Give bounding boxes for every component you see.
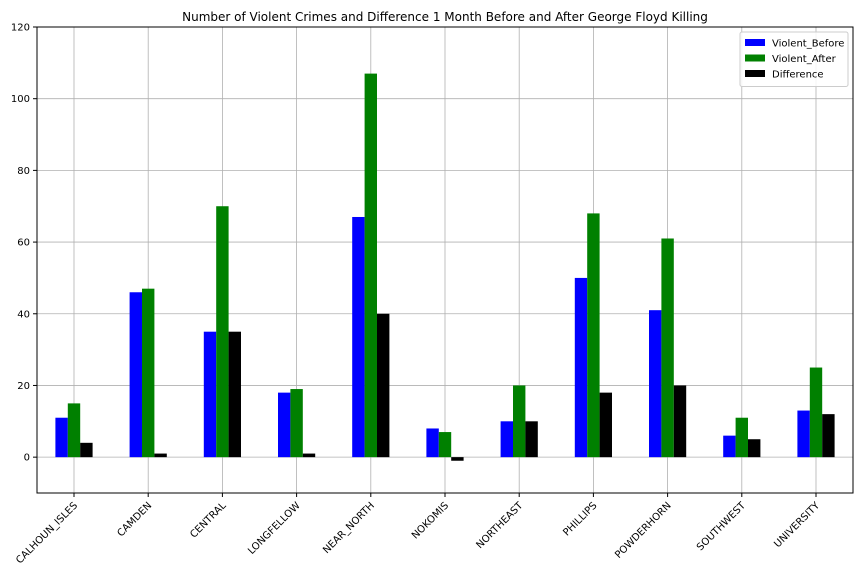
bar-violent-after: [735, 417, 748, 458]
bar-violent-after: [364, 73, 377, 458]
x-tick-label: CAMDEN: [115, 500, 154, 539]
bar-violent-before: [352, 216, 365, 458]
bar-difference: [451, 457, 464, 461]
bar-violent-before: [203, 331, 217, 458]
x-tick-label: NORTHEAST: [475, 500, 526, 551]
bar-violent-after: [809, 367, 823, 458]
legend-label: Violent_After: [772, 54, 837, 65]
bar-violent-after: [142, 288, 155, 458]
y-tick-label: 0: [24, 453, 30, 464]
bar-difference: [599, 392, 612, 458]
bar-difference: [748, 439, 761, 458]
x-tick-label: NOKOMIS: [410, 500, 451, 541]
x-tick-label: POWDERHORN: [613, 500, 674, 561]
y-tick-label: 80: [17, 166, 30, 177]
bar-violent-after: [290, 389, 303, 458]
grid: [37, 26, 853, 493]
bars: [55, 73, 835, 461]
bar-difference: [154, 453, 167, 458]
legend: Violent_Before Violent_After Difference: [739, 31, 849, 87]
y-axis: 0 20 40 60 80 100 120: [11, 23, 37, 464]
y-tick-label: 100: [11, 94, 30, 105]
bar-violent-before: [649, 310, 662, 458]
bar-difference: [673, 385, 687, 458]
x-tick-label: UNIVERSITY: [772, 500, 822, 550]
legend-swatch: [745, 70, 765, 77]
bar-difference: [80, 442, 93, 458]
bar-violent-before: [129, 292, 142, 458]
chart-title: Number of Violent Crimes and Difference …: [182, 10, 708, 24]
legend-label: Difference: [772, 70, 824, 81]
x-tick-label: NEAR_NORTH: [321, 500, 377, 556]
legend-swatch: [745, 54, 765, 62]
x-tick-label: LONGFELLOW: [246, 500, 303, 557]
x-axis: CALHOUN_ISLES CAMDEN CENTRAL LONGFELLOW NEAR…: [14, 493, 823, 566]
bar-violent-before: [55, 417, 68, 458]
bar-violent-after: [661, 238, 674, 458]
bar-violent-before: [500, 421, 513, 458]
x-tick-label: SOUTHWEST: [695, 500, 749, 554]
bar-difference: [377, 313, 390, 458]
bar-violent-after: [67, 403, 81, 458]
bar-violent-before: [797, 410, 810, 458]
legend-box: [739, 31, 849, 87]
bar-violent-after: [438, 432, 452, 458]
legend-label: Violent_Before: [772, 39, 844, 50]
bar-difference: [302, 453, 316, 458]
y-tick-label: 120: [11, 23, 30, 34]
y-tick-label: 60: [17, 238, 30, 249]
bar-violent-after: [513, 385, 526, 458]
bar-violent-after: [587, 213, 600, 458]
x-tick-label: CALHOUN_ISLES: [14, 500, 80, 566]
x-tick-label: PHILLIPS: [561, 500, 599, 538]
legend-swatch: [745, 39, 765, 46]
bar-violent-after: [216, 206, 229, 458]
bar-difference: [525, 421, 538, 458]
bar-violent-before: [574, 277, 588, 458]
bar-violent-before: [723, 435, 736, 458]
y-tick-label: 40: [17, 309, 30, 320]
bar-violent-before: [278, 392, 291, 458]
bar-difference: [228, 331, 241, 458]
bar-violent-before: [426, 428, 439, 458]
y-tick-label: 20: [17, 381, 30, 392]
bar-difference: [822, 414, 835, 458]
x-tick-label: CENTRAL: [188, 500, 228, 540]
